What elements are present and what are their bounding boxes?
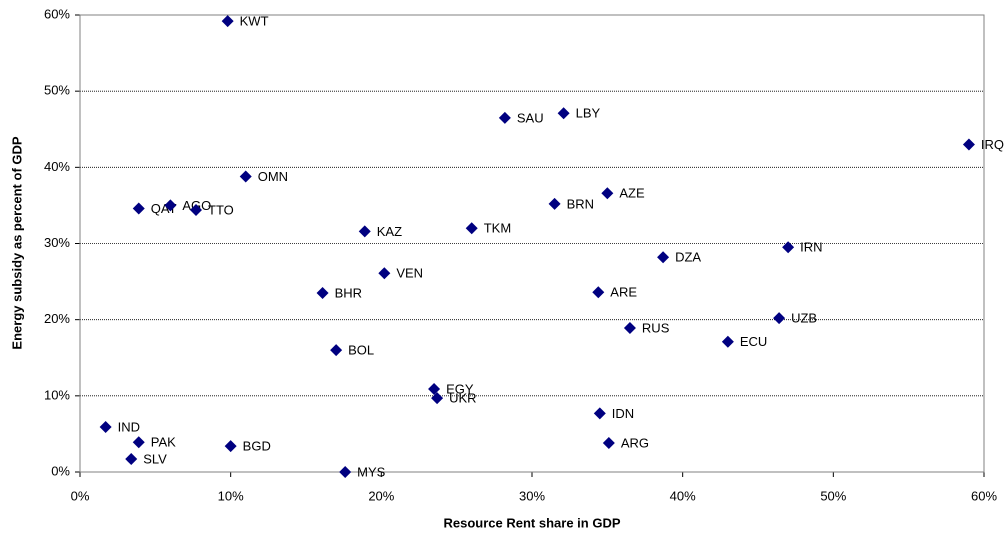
point	[428, 382, 441, 395]
y-tick-label: 50%	[44, 83, 70, 98]
point	[358, 225, 371, 238]
point-label: RUS	[642, 320, 670, 335]
x-tick-label: 10%	[218, 488, 244, 503]
point	[132, 436, 145, 449]
point-label: BRN	[567, 196, 594, 211]
y-axis-title: Energy subsidy as percent of GDP	[9, 136, 24, 349]
y-tick-label: 20%	[44, 311, 70, 326]
point-label: BHR	[335, 285, 362, 300]
point-label: SAU	[517, 110, 544, 125]
point	[431, 392, 444, 405]
x-axis-title: Resource Rent share in GDP	[444, 515, 621, 530]
y-tick-label: 10%	[44, 387, 70, 402]
plot-frame	[79, 14, 985, 473]
point	[339, 466, 352, 478]
point	[132, 202, 145, 215]
point	[221, 15, 234, 28]
point	[330, 344, 343, 357]
point	[962, 138, 975, 151]
point-label: LBY	[576, 106, 601, 121]
point	[592, 286, 605, 299]
point-label: ARE	[610, 285, 637, 300]
point-label: BGD	[243, 439, 271, 454]
point-label: UZB	[791, 311, 817, 326]
point	[548, 197, 561, 210]
point-label: PAK	[151, 435, 176, 450]
y-tick-label: 30%	[44, 235, 70, 250]
point	[773, 312, 786, 325]
point	[316, 287, 329, 300]
point	[782, 241, 795, 254]
y-tick-label: 60%	[44, 6, 70, 21]
point-label: IDN	[612, 406, 634, 421]
point	[465, 222, 478, 235]
point	[601, 187, 614, 200]
x-tick-label: 30%	[519, 488, 545, 503]
point	[164, 199, 177, 212]
point	[125, 453, 138, 466]
point-label: BOL	[348, 343, 374, 358]
x-tick-label: 0%	[71, 488, 90, 503]
point-label: EGY	[446, 381, 474, 396]
x-tick-label: 20%	[368, 488, 394, 503]
point	[99, 421, 112, 434]
point	[593, 407, 606, 420]
y-tick-label: 0%	[51, 463, 70, 478]
point-label: OMN	[258, 169, 288, 184]
point-label: IND	[118, 419, 140, 434]
point-label: TKM	[484, 221, 511, 236]
point-label: ARG	[621, 435, 649, 450]
point	[224, 440, 237, 453]
y-tick-label: 40%	[44, 159, 70, 174]
point-label: DZA	[675, 250, 701, 265]
point	[378, 267, 391, 280]
x-tick-label: 50%	[820, 488, 846, 503]
point-label: ECU	[740, 334, 767, 349]
point-label: UKR	[449, 391, 476, 406]
point-label: AZE	[619, 186, 645, 201]
point-label: IRQ	[981, 137, 1004, 152]
point	[623, 322, 636, 335]
point-label: IRN	[800, 240, 822, 255]
point	[721, 335, 734, 348]
point	[498, 111, 511, 124]
point-label: MYS	[357, 464, 386, 479]
point	[557, 107, 570, 120]
point	[657, 251, 670, 264]
point	[190, 203, 203, 216]
point-label: VEN	[396, 266, 423, 281]
point	[602, 437, 615, 450]
point-label: KWT	[240, 14, 269, 29]
x-tick-label: 40%	[670, 488, 696, 503]
point-label: TTO	[208, 202, 234, 217]
point-label: KAZ	[377, 224, 402, 239]
point	[239, 170, 252, 183]
x-tick-label: 60%	[971, 488, 997, 503]
point-label: SLV	[143, 451, 167, 466]
